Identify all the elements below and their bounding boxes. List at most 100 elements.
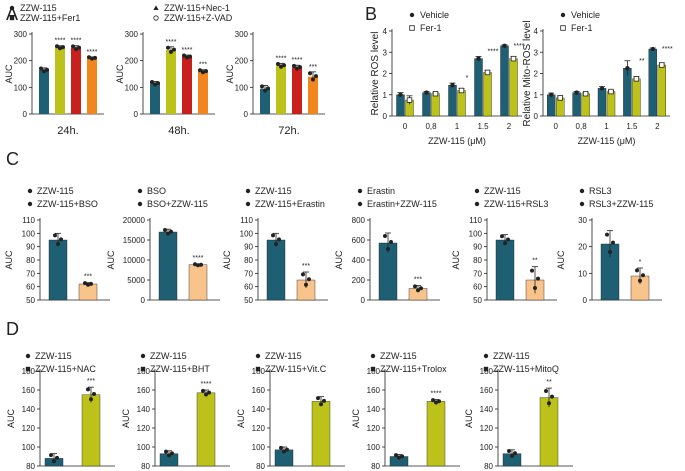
data-point bbox=[282, 449, 286, 454]
data-point bbox=[86, 387, 90, 392]
data-point bbox=[185, 55, 189, 60]
y-axis-label: AUC bbox=[225, 64, 235, 84]
data-point bbox=[484, 69, 491, 76]
data-point bbox=[298, 65, 302, 70]
bar bbox=[474, 58, 483, 117]
data-point bbox=[398, 92, 403, 97]
data-point bbox=[507, 448, 511, 453]
y-tick-label: 180 bbox=[252, 367, 266, 376]
y-axis-label: AUC bbox=[222, 250, 232, 270]
data-point bbox=[207, 390, 211, 395]
bar bbox=[648, 48, 657, 117]
y-tick-label: 120 bbox=[367, 424, 381, 433]
x-tick-label: 1.5 bbox=[477, 122, 489, 131]
x-tick-label: 1.5 bbox=[626, 122, 638, 131]
data-point bbox=[83, 281, 87, 286]
bar bbox=[150, 83, 160, 114]
bar bbox=[539, 397, 559, 467]
y-tick-label: 70 bbox=[244, 269, 253, 278]
significance-label: **** bbox=[71, 38, 82, 45]
bar bbox=[606, 91, 616, 117]
y-tick-label: 110 bbox=[240, 216, 253, 225]
legend-label: ZZW-115 bbox=[380, 351, 417, 361]
legend-marker bbox=[137, 201, 143, 207]
data-point bbox=[502, 43, 507, 49]
significance-label: *** bbox=[414, 277, 422, 284]
x-tick-label: 0,8 bbox=[425, 122, 437, 131]
y-tick-label: 400 bbox=[352, 256, 366, 265]
bar bbox=[266, 239, 286, 301]
data-point bbox=[292, 63, 296, 68]
data-point bbox=[513, 451, 517, 456]
y-tick-label: 0 bbox=[383, 112, 388, 121]
y-tick-label: 140 bbox=[252, 405, 266, 414]
data-point bbox=[169, 49, 173, 54]
significance-label: ** bbox=[546, 379, 552, 386]
data-point bbox=[92, 391, 96, 396]
data-point bbox=[608, 88, 614, 95]
y-axis-label: AUC bbox=[121, 409, 131, 429]
y-tick-label: 100 bbox=[240, 229, 254, 238]
y-tick-label: 0 bbox=[23, 110, 28, 119]
data-point bbox=[77, 45, 81, 50]
subplot-title: 24h. bbox=[57, 125, 78, 137]
legend-marker bbox=[579, 201, 585, 207]
data-point bbox=[503, 241, 507, 246]
x-tick-label: 1 bbox=[455, 122, 460, 131]
data-point bbox=[169, 229, 173, 234]
data-point bbox=[316, 396, 320, 401]
data-point bbox=[319, 402, 323, 407]
bar bbox=[509, 58, 518, 117]
data-point bbox=[450, 82, 455, 88]
data-point bbox=[394, 453, 398, 458]
legend-marker bbox=[474, 188, 480, 194]
data-point bbox=[416, 288, 420, 293]
data-point bbox=[164, 449, 168, 454]
bar bbox=[457, 90, 466, 117]
y-axis-label: Relative Mito-ROS level bbox=[522, 20, 533, 126]
bar bbox=[547, 94, 556, 117]
significance-label: * bbox=[639, 259, 642, 266]
data-point bbox=[659, 62, 665, 68]
y-tick-label: 0 bbox=[134, 110, 139, 119]
data-point bbox=[635, 268, 639, 273]
legend-label: Erastin+ZZW-115 bbox=[367, 199, 437, 209]
legend-label: ZZW-115 bbox=[493, 351, 530, 361]
legend-marker bbox=[357, 201, 363, 207]
legend-marker bbox=[409, 12, 415, 18]
y-tick-label: 80 bbox=[141, 462, 150, 471]
data-point bbox=[400, 454, 404, 459]
data-point bbox=[201, 388, 205, 393]
y-tick-label: 160 bbox=[480, 386, 494, 395]
data-point bbox=[638, 278, 642, 283]
data-point bbox=[279, 445, 283, 450]
legend-label: ZZW-115 bbox=[37, 186, 74, 196]
y-tick-label: 90 bbox=[473, 243, 482, 252]
legend-label: ZZW-115+Erastin bbox=[255, 199, 325, 209]
data-point bbox=[52, 459, 56, 464]
legend-label: ZZW-115+Vit.C bbox=[265, 364, 327, 374]
y-tick-label: 3 bbox=[383, 48, 388, 57]
y-tick-label: 200 bbox=[14, 57, 28, 66]
y-tick-label: 160 bbox=[252, 386, 266, 395]
data-point bbox=[476, 56, 481, 61]
y-tick-label: 120 bbox=[137, 424, 151, 433]
bar bbox=[188, 264, 208, 301]
data-point bbox=[650, 46, 655, 52]
data-point bbox=[71, 44, 75, 49]
bar bbox=[581, 93, 590, 117]
y-tick-label: 90 bbox=[244, 243, 253, 252]
data-point bbox=[308, 71, 312, 76]
data-point bbox=[150, 80, 154, 85]
y-tick-label: 180 bbox=[22, 367, 36, 376]
y-tick-label: 90 bbox=[26, 243, 35, 252]
y-tick-label: 4 bbox=[383, 27, 388, 36]
y-tick-label: 50 bbox=[473, 296, 482, 305]
data-point bbox=[550, 394, 554, 399]
y-axis-label: AUC bbox=[351, 409, 361, 429]
legend-label: ZZW-115+Fer1 bbox=[20, 13, 80, 23]
data-point bbox=[285, 447, 289, 452]
legend-marker bbox=[25, 353, 31, 359]
y-tick-label: 100 bbox=[14, 83, 28, 92]
x-axis-label: ZZW-115 (μM) bbox=[578, 136, 636, 146]
